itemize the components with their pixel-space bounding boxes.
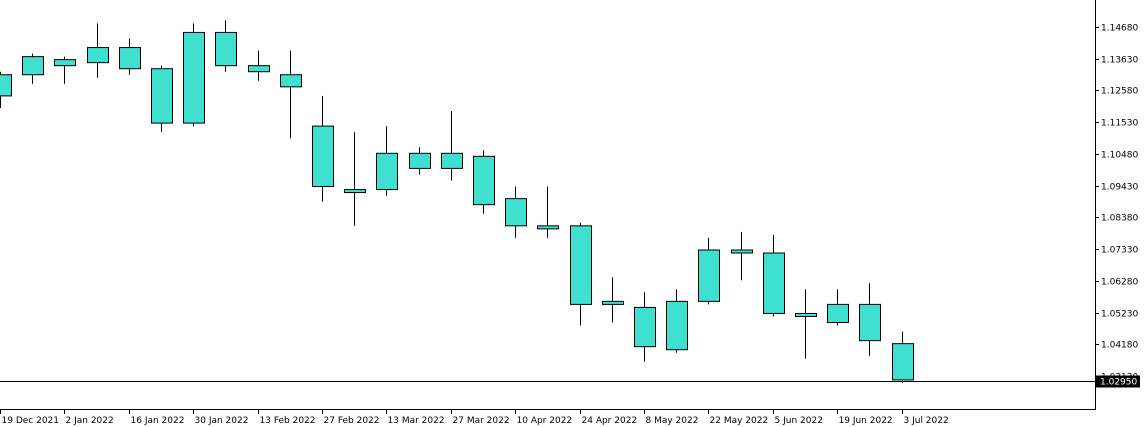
y-tick-label: 1.04180 (1101, 341, 1138, 351)
current-price-tag-bg (1096, 375, 1140, 388)
candle-body (859, 303, 881, 342)
candle-body (634, 306, 656, 348)
candle (731, 231, 753, 281)
candle (215, 20, 237, 72)
candle (0, 71, 12, 108)
candle (795, 289, 817, 359)
candle-body (312, 125, 334, 188)
candle-body (54, 59, 76, 67)
candles-layer (0, 20, 914, 383)
candle (87, 23, 109, 78)
candle-body (666, 300, 688, 351)
y-tick-label: 1.07330 (1101, 246, 1138, 256)
y-tick-label: 1.11530 (1101, 119, 1138, 129)
candle (151, 65, 173, 133)
y-tick-label: 1.05230 (1101, 310, 1138, 320)
x-tick-label: 10 Apr 2022 (517, 416, 573, 426)
candle (441, 111, 463, 181)
candle-body (151, 68, 173, 124)
candle-body (570, 225, 592, 305)
y-tick-label: 1.12580 (1101, 87, 1138, 97)
candle-body (892, 343, 914, 381)
candle (634, 292, 656, 362)
candle (312, 95, 334, 202)
current-price-tag: 1.02950 (1096, 375, 1140, 388)
y-tick-label: 1.10480 (1101, 151, 1138, 161)
candle (22, 53, 44, 84)
candle-body (473, 155, 495, 206)
candle-body (376, 152, 398, 191)
candle (666, 289, 688, 353)
candle (280, 50, 302, 139)
candle (119, 38, 141, 75)
x-tick-label: 13 Feb 2022 (260, 416, 316, 426)
y-tick-label: 1.08380 (1101, 214, 1138, 224)
candle (376, 126, 398, 196)
y-tick-label: 1.14680 (1101, 24, 1138, 34)
x-tick-label: 27 Mar 2022 (453, 416, 510, 426)
candle-body (344, 189, 366, 194)
x-tick-label: 5 Jun 2022 (775, 416, 823, 426)
candle-body (602, 300, 624, 305)
candle (763, 234, 785, 317)
candle (344, 132, 366, 226)
candle-body (0, 74, 12, 97)
x-tick-label: 22 May 2022 (710, 416, 769, 426)
x-tick-label: 13 Mar 2022 (388, 416, 445, 426)
y-tick-label: 1.06280 (1101, 278, 1138, 288)
x-tick-label: 19 Dec 2021 (2, 416, 60, 426)
candle-body (763, 252, 785, 314)
candle-body (731, 249, 753, 254)
candle (698, 237, 720, 305)
x-tick-label: 27 Feb 2022 (324, 416, 380, 426)
x-tick-label: 3 Jul 2022 (904, 416, 949, 426)
candle-body (280, 74, 302, 88)
candle (409, 147, 431, 175)
candle (183, 23, 205, 127)
candle (248, 50, 270, 81)
candle (570, 222, 592, 326)
candle (537, 186, 559, 238)
candle-body (441, 152, 463, 169)
candle (473, 150, 495, 214)
candle-body (248, 65, 270, 73)
x-tick-label: 8 May 2022 (646, 416, 699, 426)
candle (505, 186, 527, 238)
candle (827, 289, 849, 326)
candle-body (827, 303, 849, 324)
candle-body (795, 312, 817, 317)
current-price-label: 1.02950 (1100, 378, 1137, 388)
candle-body (87, 47, 109, 64)
candle (602, 277, 624, 323)
x-tick-label: 19 Jun 2022 (839, 416, 893, 426)
candle-body (215, 31, 237, 67)
y-tick-label: 1.09430 (1101, 183, 1138, 193)
candle-body (183, 31, 205, 124)
candle-body (119, 47, 141, 70)
candle (54, 56, 76, 84)
candle-body (698, 249, 720, 302)
x-tick-label: 24 Apr 2022 (582, 416, 638, 426)
y-axis: 1.14680 1.13630 1.12580 1.11530 1.10480 1.094… (1095, 24, 1138, 383)
x-tick-label: 16 Jan 2022 (131, 416, 185, 426)
candle (892, 331, 914, 383)
candle-body (537, 225, 559, 230)
x-tick-label: 2 Jan 2022 (66, 416, 114, 426)
candle-body (22, 56, 44, 76)
x-axis: 19 Dec 2021 2 Jan 2022 16 Jan 2022 30 Jan 2… (0, 409, 949, 426)
candle-body (409, 152, 431, 169)
y-tick-label: 1.13630 (1101, 56, 1138, 66)
candle (859, 283, 881, 356)
candle-body (505, 198, 527, 227)
x-tick-label: 30 Jan 2022 (195, 416, 249, 426)
